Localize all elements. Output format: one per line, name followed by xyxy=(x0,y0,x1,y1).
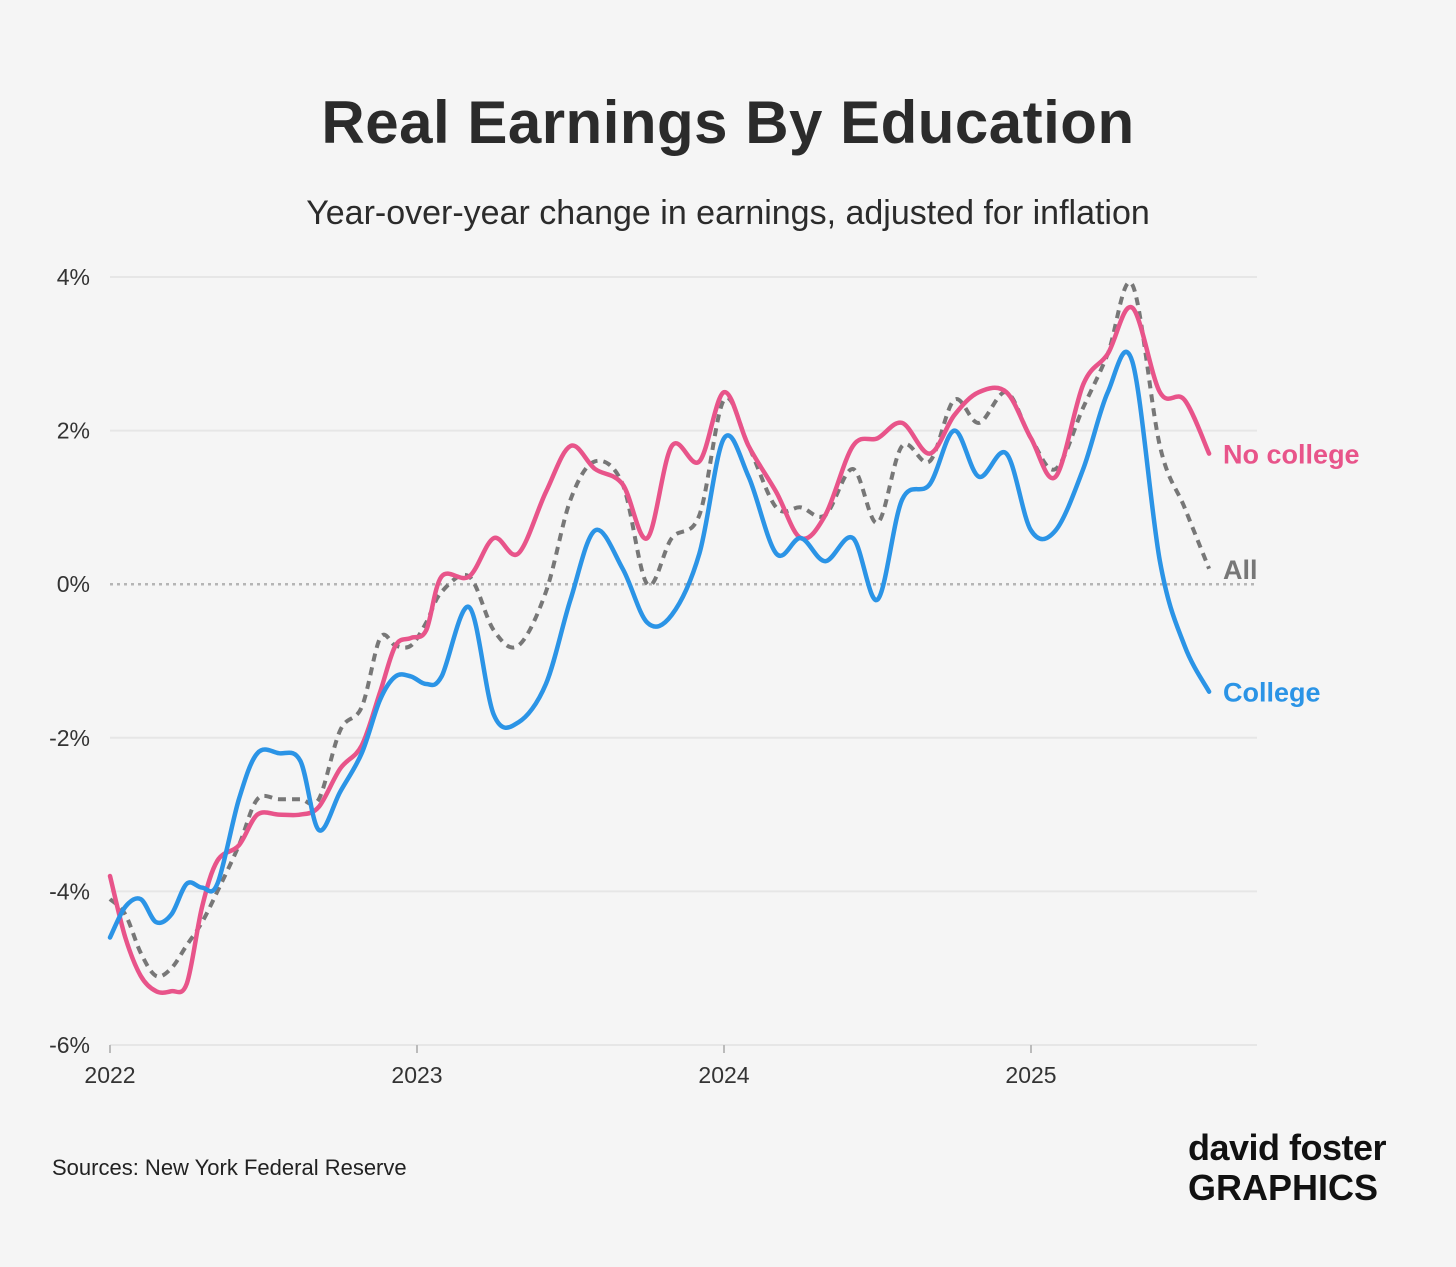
y-tick-label: 2% xyxy=(57,418,90,444)
x-tick-label: 2024 xyxy=(698,1062,749,1088)
y-tick-label: -6% xyxy=(49,1032,90,1058)
chart-subtitle: Year-over-year change in earnings, adjus… xyxy=(306,194,1150,232)
x-tick-label: 2025 xyxy=(1005,1062,1056,1088)
brand-logo-line2: GRAPHICS xyxy=(1188,1167,1379,1208)
y-tick-label: -2% xyxy=(49,725,90,751)
brand-logo-line1: david foster xyxy=(1188,1127,1387,1168)
x-tick-label: 2023 xyxy=(391,1062,442,1088)
series-label-college: College xyxy=(1223,678,1321,708)
y-tick-label: 4% xyxy=(57,264,90,290)
series-line-college xyxy=(107,349,1212,940)
y-tick-label: 0% xyxy=(57,571,90,597)
y-tick-label: -4% xyxy=(49,878,90,904)
series-label-no-college: No college xyxy=(1223,440,1360,470)
x-tick-label: 2022 xyxy=(84,1062,135,1088)
grid-layer xyxy=(110,276,1257,1046)
series-layer xyxy=(107,280,1212,995)
series-line-all xyxy=(108,280,1211,979)
axis-layer: -6% -4% -2% 0% 2% 4% 2022 2023 2024 2025 xyxy=(49,264,1056,1088)
chart-title: Real Earnings By Education xyxy=(321,89,1135,156)
series-label-all: All xyxy=(1223,555,1258,585)
source-note: Sources: New York Federal Reserve xyxy=(52,1155,407,1180)
brand-logo: david foster GRAPHICS xyxy=(1188,1130,1408,1206)
label-layer: All No college College xyxy=(1223,440,1360,708)
series-line-no-college xyxy=(107,304,1212,995)
